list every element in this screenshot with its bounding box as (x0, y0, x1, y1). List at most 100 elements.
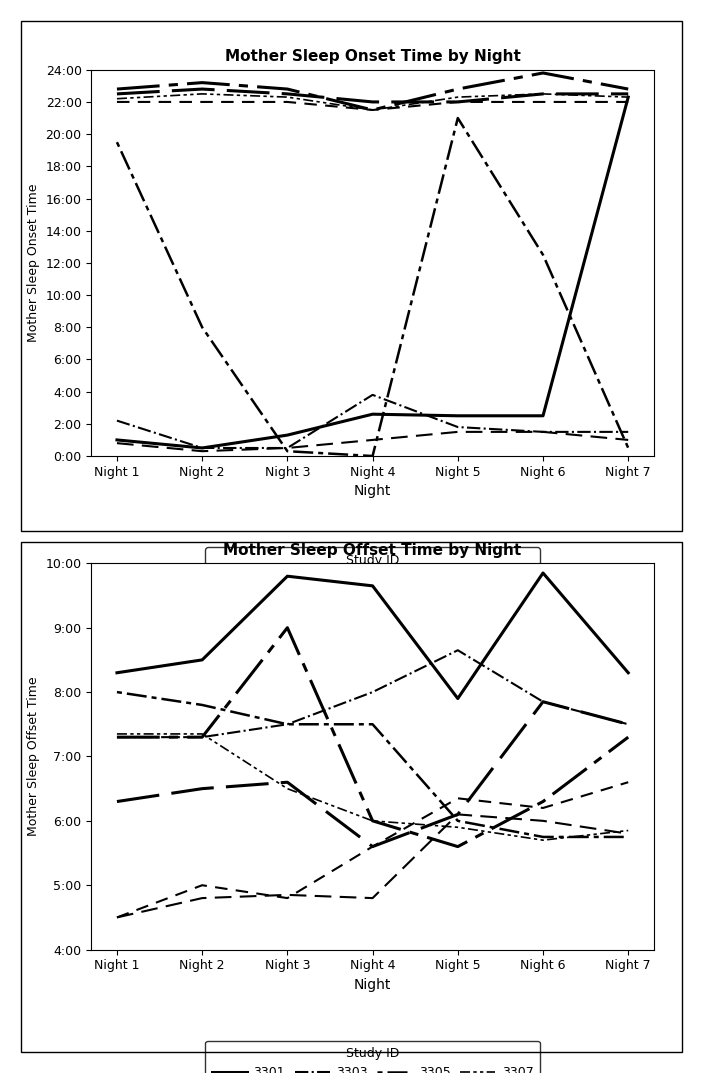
3309 (368, 104, 377, 117)
Line: 3303: 3303 (117, 650, 628, 737)
3306 (198, 731, 207, 744)
3304 (453, 95, 462, 108)
3303 (198, 442, 207, 455)
Line: 3301: 3301 (117, 98, 628, 449)
3302 (624, 827, 633, 840)
3303 (624, 718, 633, 731)
3306 (538, 67, 547, 79)
3305 (198, 321, 207, 334)
3303 (368, 388, 377, 401)
3307 (198, 88, 207, 101)
Line: 3307: 3307 (117, 94, 628, 111)
3301 (283, 570, 292, 583)
3303 (198, 731, 207, 744)
3301 (538, 410, 547, 423)
Line: 3304: 3304 (117, 89, 628, 102)
3302 (112, 437, 121, 450)
3302 (112, 911, 121, 924)
Legend: 3301, 3302, 3303, 3304, 3305, 3306, 3307, 3309: 3301, 3302, 3303, 3304, 3305, 3306, 3307… (205, 547, 540, 612)
3309 (198, 95, 207, 108)
3304 (198, 83, 207, 95)
3306 (283, 621, 292, 634)
3309 (283, 892, 292, 905)
3307 (624, 824, 633, 837)
3305 (538, 249, 547, 262)
3307 (283, 91, 292, 104)
3303 (538, 695, 547, 708)
3309 (538, 802, 547, 814)
3303 (283, 718, 292, 731)
3301 (198, 653, 207, 666)
3302 (453, 808, 462, 821)
3305 (368, 450, 377, 462)
3301 (198, 442, 207, 455)
3306 (368, 104, 377, 117)
3309 (283, 95, 292, 108)
3309 (453, 792, 462, 805)
3302 (283, 442, 292, 455)
Line: 3302: 3302 (117, 814, 628, 917)
3301 (453, 692, 462, 705)
Y-axis label: Mother Sleep Onset Time: Mother Sleep Onset Time (27, 183, 40, 342)
3306 (453, 840, 462, 853)
3303 (453, 644, 462, 657)
3304 (453, 808, 462, 821)
3305 (283, 445, 292, 458)
3304 (538, 88, 547, 101)
3303 (283, 442, 292, 455)
3304 (368, 95, 377, 108)
3309 (112, 95, 121, 108)
3309 (624, 95, 633, 108)
3303 (624, 426, 633, 439)
Line: 3309: 3309 (117, 102, 628, 111)
Line: 3305: 3305 (117, 118, 628, 456)
Line: 3307: 3307 (117, 734, 628, 840)
Line: 3309: 3309 (117, 782, 628, 917)
3307 (112, 92, 121, 105)
X-axis label: Night: Night (354, 978, 392, 991)
Legend: 3301, 3302, 3303, 3304, 3305, 3306, 3307, 3309: 3301, 3302, 3303, 3304, 3305, 3306, 3307… (205, 1041, 540, 1073)
3309 (538, 95, 547, 108)
3304 (368, 840, 377, 853)
3306 (198, 76, 207, 89)
3302 (198, 892, 207, 905)
3303 (538, 426, 547, 439)
3309 (453, 95, 462, 108)
3307 (453, 91, 462, 104)
3302 (538, 426, 547, 439)
3301 (453, 410, 462, 423)
3304 (112, 795, 121, 808)
3307 (283, 782, 292, 795)
3301 (112, 666, 121, 679)
3306 (624, 731, 633, 744)
3305 (112, 686, 121, 699)
3301 (624, 91, 633, 104)
3306 (368, 814, 377, 827)
3309 (368, 840, 377, 853)
3303 (112, 414, 121, 427)
3306 (624, 83, 633, 95)
3301 (538, 567, 547, 579)
X-axis label: Night: Night (354, 484, 392, 498)
3306 (112, 731, 121, 744)
3307 (112, 727, 121, 740)
3304 (538, 695, 547, 708)
3303 (112, 731, 121, 744)
3307 (453, 821, 462, 834)
3302 (368, 892, 377, 905)
3309 (624, 776, 633, 789)
3301 (368, 408, 377, 421)
3302 (283, 888, 292, 901)
3302 (624, 433, 633, 446)
3306 (112, 83, 121, 95)
3301 (624, 666, 633, 679)
3304 (624, 718, 633, 731)
3305 (624, 831, 633, 843)
3302 (538, 814, 547, 827)
3307 (538, 834, 547, 847)
3305 (453, 814, 462, 827)
3307 (538, 88, 547, 101)
3304 (198, 782, 207, 795)
3303 (368, 686, 377, 699)
3305 (112, 136, 121, 149)
